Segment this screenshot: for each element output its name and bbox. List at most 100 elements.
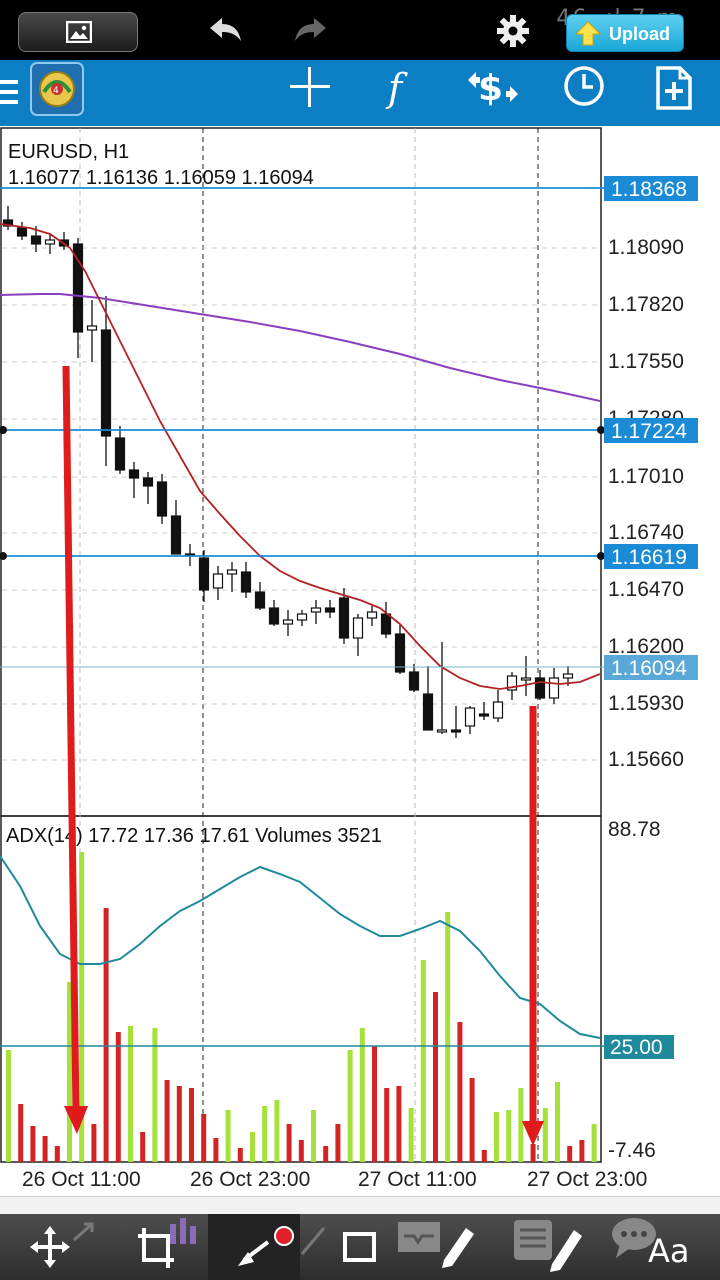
volume-bar-bull <box>152 1028 158 1162</box>
draw-arrow-icon <box>238 1226 294 1266</box>
level-label-bg <box>604 418 698 443</box>
level-label: 1.18368 <box>611 178 687 201</box>
adx-level-label-bg <box>604 1035 674 1059</box>
crop-icon[interactable] <box>130 1214 210 1280</box>
volume-bars <box>6 852 597 1162</box>
volume-bar-bull <box>408 1108 414 1162</box>
gear-icon[interactable] <box>496 14 530 48</box>
volume-bar-bear <box>396 1086 402 1162</box>
candle-body <box>296 613 308 621</box>
volume-bar-bear <box>457 1022 463 1162</box>
svg-text:4: 4 <box>53 86 59 96</box>
screenshot-button[interactable] <box>18 12 138 52</box>
current-price-label-bg <box>604 655 698 680</box>
volume-bar-bull <box>225 1110 231 1162</box>
current-price-label: 1.16094 <box>611 657 687 680</box>
volume-bar-bull <box>542 1108 548 1162</box>
indicator-tick: 88.78 <box>608 818 661 841</box>
crosshair-icon[interactable] <box>288 65 332 109</box>
annotation-arrow-right[interactable] <box>522 706 544 1146</box>
level-label: 1.17224 <box>611 420 687 443</box>
volume-bar-bull <box>494 1112 499 1162</box>
new-order-icon[interactable] <box>654 64 694 112</box>
volume-bar-bear <box>189 1088 194 1162</box>
candle-body <box>142 477 154 487</box>
candle-body <box>520 677 532 681</box>
price-tick: 1.16740 <box>608 521 684 544</box>
volume-bar-bull <box>262 1106 268 1162</box>
candle-body <box>506 675 518 691</box>
note-edit-icon[interactable] <box>508 1214 590 1280</box>
indicators-icon[interactable]: f <box>384 65 418 109</box>
upload-button[interactable]: Upload <box>566 14 684 52</box>
svg-text:f: f <box>385 66 408 109</box>
hline-3-handle-right[interactable] <box>597 552 605 560</box>
upload-label: Upload <box>609 24 670 44</box>
text-icon[interactable] <box>608 1214 658 1280</box>
volume-bar-bear <box>384 1088 390 1162</box>
volume-bar-bear <box>286 1124 292 1162</box>
bottom-toolbar: Aa <box>0 1214 720 1280</box>
volume-bar-bear <box>164 1080 170 1162</box>
adx-line <box>0 855 601 1039</box>
price-tick: 1.17820 <box>608 293 684 316</box>
price-tick: 1.17010 <box>608 465 684 488</box>
volume-bar-bear <box>579 1140 585 1162</box>
time-label: 26 Oct 23:00 <box>190 1168 310 1191</box>
status-bar: 46 .ıl 7 m Upload <box>0 0 720 60</box>
volume-bar-bull <box>311 1110 316 1162</box>
volume-bar-bear <box>213 1138 219 1162</box>
volume-bar-bear <box>481 1150 487 1162</box>
time-label: 27 Oct 23:00 <box>527 1168 647 1191</box>
volume-bar-bull <box>6 1050 11 1162</box>
line-tool-icon[interactable] <box>300 1214 330 1280</box>
candle-body <box>240 571 252 593</box>
redo-icon[interactable] <box>292 14 328 44</box>
candle-body <box>436 729 448 733</box>
candle-body <box>450 729 462 733</box>
text-tool-label[interactable]: Aa <box>648 1232 690 1270</box>
volume-bar-bull <box>445 912 451 1162</box>
annotation-arrow-left[interactable] <box>62 365 88 1134</box>
volume-bar-bear <box>18 1104 24 1162</box>
volume-bar-bear <box>469 1078 475 1162</box>
candle-body <box>478 713 490 717</box>
image-icon <box>66 21 92 43</box>
clock-icon[interactable] <box>562 64 606 110</box>
hline-2-handle[interactable] <box>0 426 7 434</box>
draw-arrow-tool-active[interactable] <box>208 1214 300 1280</box>
ohlc-label: 1.16077 1.16136 1.16059 1.16094 <box>8 167 314 189</box>
volume-bar-bear <box>530 1144 536 1162</box>
hline-2-handle-right[interactable] <box>597 426 605 434</box>
tray-edit-icon[interactable] <box>392 1214 482 1280</box>
price-scale: 1.18090 1.17820 1.17550 1.17280 1.17010 … <box>608 236 684 771</box>
candle-body <box>212 573 224 589</box>
candle-body <box>16 227 28 237</box>
indicator-tick: -7.46 <box>608 1139 656 1162</box>
volume-bar-bear <box>298 1140 304 1162</box>
rectangle-icon[interactable] <box>336 1214 384 1280</box>
volume-bar-bear <box>140 1132 146 1162</box>
volume-bar-bear <box>176 1086 182 1162</box>
level-label-bg <box>604 176 698 201</box>
candle-body <box>380 613 392 635</box>
candle-body <box>156 481 168 517</box>
candle-body <box>422 693 434 731</box>
candle-body <box>548 677 560 699</box>
candle-body <box>366 611 378 619</box>
hline-3-handle[interactable] <box>0 552 7 560</box>
trade-icon[interactable]: $ <box>466 62 520 112</box>
candle-body <box>226 569 238 575</box>
volume-bar-bull <box>67 982 72 1162</box>
mt-logo-icon[interactable]: 4 <box>30 62 84 116</box>
menu-icon[interactable] <box>0 72 22 112</box>
candle-body <box>464 707 476 727</box>
volume-bar-bear <box>237 1148 243 1162</box>
candle-body <box>114 437 126 471</box>
price-tick: 1.16470 <box>608 578 684 601</box>
chart-area[interactable]: 1.18090 1.17820 1.17550 1.17280 1.17010 … <box>0 126 720 1196</box>
candle-body <box>324 607 336 613</box>
ma-fast-line <box>0 223 601 690</box>
move-icon[interactable] <box>30 1214 100 1280</box>
undo-icon[interactable] <box>208 14 244 44</box>
